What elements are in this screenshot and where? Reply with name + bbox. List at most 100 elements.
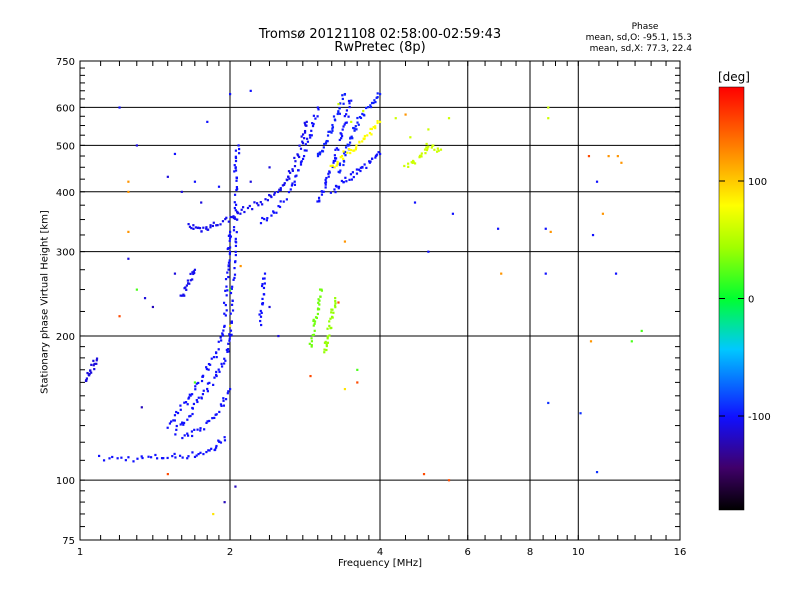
echo-point	[285, 178, 288, 181]
echo-point	[237, 144, 240, 147]
echo-point	[147, 455, 150, 458]
echo-point	[303, 121, 306, 124]
echo-point	[328, 320, 331, 323]
echo-point	[266, 217, 269, 220]
echo-point	[331, 129, 334, 132]
echo-point	[309, 136, 312, 139]
echo-point	[333, 166, 336, 169]
y-tick-label: 600	[56, 103, 75, 114]
echo-point	[313, 329, 316, 332]
echo-point	[227, 350, 230, 353]
echo-point	[310, 344, 313, 347]
echo-point	[407, 165, 410, 168]
x-axis-ticks: 1 2 4 6 8 10 16	[77, 61, 686, 558]
echo-point	[425, 149, 429, 152]
echo-point	[547, 401, 550, 405]
echo-point	[264, 198, 267, 201]
echo-point	[174, 433, 177, 436]
echo-point	[90, 371, 93, 374]
echo-point	[333, 188, 336, 191]
echo-point	[371, 157, 374, 160]
echo-point	[261, 283, 264, 286]
echo-point	[196, 226, 199, 230]
echo-point	[343, 123, 346, 126]
echo-point	[451, 212, 455, 215]
echo-point	[312, 114, 315, 117]
echo-point	[231, 299, 234, 302]
echo-point	[234, 159, 238, 163]
echo-point	[199, 451, 202, 454]
echo-point	[328, 324, 331, 328]
echo-point	[262, 286, 266, 290]
echo-point	[186, 418, 189, 421]
echo-point	[305, 120, 308, 123]
echo-point	[376, 92, 379, 95]
echo-point	[209, 363, 212, 366]
echo-point	[339, 102, 342, 105]
echo-point	[342, 159, 345, 162]
echo-point	[312, 324, 315, 327]
echo-point	[345, 113, 348, 116]
echo-point	[339, 132, 342, 135]
y-tick-label: 75	[62, 536, 75, 547]
echo-point	[270, 195, 273, 199]
echo-point	[181, 456, 184, 459]
echo-point	[374, 125, 377, 128]
echo-point	[187, 223, 190, 226]
echo-point	[316, 115, 319, 118]
echo-point	[301, 133, 305, 136]
echo-point	[326, 337, 329, 340]
echo-point	[338, 112, 341, 115]
echo-point	[182, 421, 186, 425]
echo-point	[166, 473, 169, 476]
echo-point	[311, 122, 314, 125]
echo-point	[330, 311, 333, 314]
y-tick-label: 400	[56, 188, 75, 199]
echo-point	[222, 397, 225, 400]
echo-point	[93, 368, 96, 371]
chart-title: Tromsø 20121108 02:58:00-02:59:43	[258, 27, 502, 42]
echo-point	[234, 244, 238, 248]
echo-point	[166, 426, 169, 429]
echo-point	[368, 161, 371, 164]
echo-point	[370, 127, 374, 131]
echo-point	[218, 440, 221, 443]
echo-point	[394, 117, 397, 120]
echo-point	[418, 154, 422, 158]
echo-point	[310, 129, 313, 132]
echo-point	[231, 285, 234, 288]
echo-point	[151, 305, 155, 309]
echo-point	[191, 278, 194, 281]
echo-point	[212, 512, 215, 516]
y-tick-label: 300	[56, 248, 75, 259]
echo-point	[196, 400, 199, 404]
echo-point	[233, 273, 237, 276]
echo-point	[234, 209, 237, 212]
echo-point	[289, 188, 292, 191]
echo-point	[127, 190, 130, 193]
echo-point	[324, 183, 327, 186]
echo-point	[308, 134, 311, 137]
echo-point	[342, 150, 345, 153]
echo-point	[316, 106, 319, 109]
echo-point	[359, 169, 362, 173]
echo-point	[425, 142, 428, 146]
echo-point	[205, 421, 208, 424]
echo-point	[333, 118, 337, 121]
echo-point	[430, 146, 433, 149]
echo-point	[202, 374, 205, 377]
echo-point	[127, 230, 130, 233]
echo-point	[118, 315, 121, 318]
echo-point	[324, 340, 327, 344]
echo-point	[377, 151, 380, 154]
echo-point	[326, 341, 330, 344]
echo-point	[640, 329, 643, 333]
echo-point	[297, 169, 300, 172]
echo-point	[370, 101, 374, 105]
echo-point	[549, 230, 552, 233]
echo-point	[348, 178, 351, 181]
echo-point	[195, 382, 198, 385]
echo-point	[326, 327, 329, 330]
echo-point	[143, 297, 147, 300]
echo-point	[420, 155, 423, 158]
